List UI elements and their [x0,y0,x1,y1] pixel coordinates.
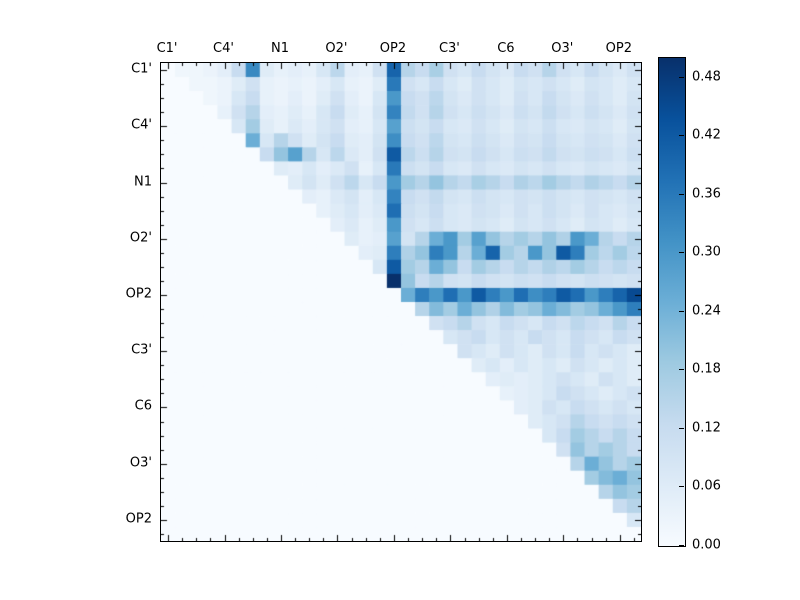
colorbar-tick-label: 0.48 [692,69,721,85]
plot-area [160,62,642,542]
colorbar [658,57,686,547]
colorbar-tick-label: 0.24 [692,303,721,319]
y-tick-label: C6 [134,398,152,414]
x-tick-label: N1 [271,41,289,56]
y-tick-label: O3' [129,455,152,471]
x-tick-label: O3' [551,41,574,56]
colorbar-tick-label: 0.42 [692,127,721,143]
x-axis-tick-labels: C1' C4' N1 O2' OP2 C3' C6 O3' OP2 [156,38,640,56]
colorbar-tick-label: 0.06 [692,478,721,494]
colorbar-gradient [659,58,685,546]
x-tick-label: C1' [156,41,178,56]
y-tick-label: OP2 [125,511,152,527]
x-tick-label: C3' [438,41,460,56]
colorbar-tick-label: 0.12 [692,420,721,436]
heatmap-canvas [161,63,641,541]
y-tick-label: C3' [131,342,152,358]
y-tick-label: N1 [134,174,152,189]
x-tick-label: OP2 [379,41,407,56]
x-tick-label: C6 [497,41,515,56]
x-tick-label: O2' [325,41,348,56]
colorbar-tick-label: 0.36 [692,186,721,202]
y-axis-tick-labels: C1' C4' N1 O2' OP2 C3' C6 O3' OP2 [100,62,152,540]
colorbar-tick-labels: 0.00 0.06 0.12 0.18 0.24 0.30 0.36 0.42 0.48 [692,57,752,552]
colorbar-tick-label: 0.00 [692,537,721,553]
y-tick-label: C4' [131,117,152,133]
y-tick-label: C1' [131,61,152,77]
y-tick-label: OP2 [125,286,152,302]
colorbar-tick-label: 0.30 [692,244,721,260]
colorbar-tick-label: 0.18 [692,361,721,377]
x-tick-label: OP2 [605,41,632,56]
y-tick-label: O2' [129,230,152,246]
x-tick-label: C4' [213,41,234,56]
